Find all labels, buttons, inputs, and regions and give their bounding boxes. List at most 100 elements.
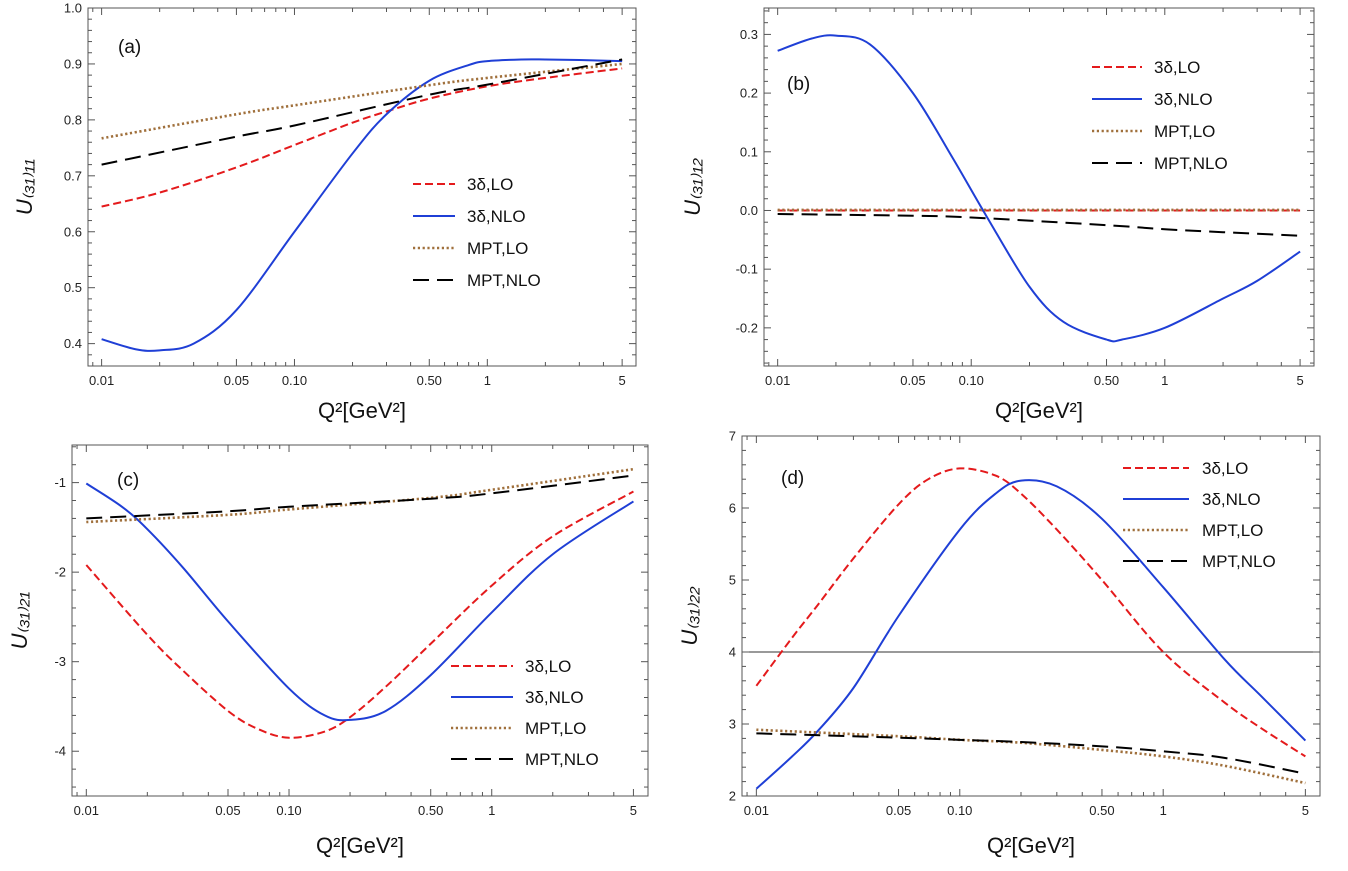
legend-label: MPT,LO bbox=[1202, 521, 1263, 540]
series-line-1 bbox=[777, 34, 1301, 343]
x-tick-label: 1 bbox=[1161, 373, 1168, 388]
y-axis-title: U₍₃₁₎₂₁ bbox=[7, 592, 32, 650]
panel-tag: (b) bbox=[787, 74, 810, 95]
plot-frame bbox=[87, 7, 637, 367]
series-line-0 bbox=[101, 67, 623, 208]
plot-frame bbox=[71, 444, 649, 797]
legend-label: 3δ,NLO bbox=[467, 207, 526, 226]
series-line-3 bbox=[86, 474, 634, 520]
legend-label: MPT,LO bbox=[525, 719, 586, 738]
y-tick-label: 0.2 bbox=[740, 86, 758, 101]
series-line-3 bbox=[777, 213, 1301, 237]
plot-frame bbox=[763, 7, 1315, 367]
legend: 3δ,LO 3δ,NLO MPT,LO MPT,NLO bbox=[1123, 459, 1276, 571]
y-tick-label: 0.5 bbox=[64, 280, 82, 295]
series-line-2 bbox=[86, 467, 634, 524]
x-tick-label: 0.01 bbox=[74, 803, 99, 818]
legend-label: MPT,NLO bbox=[1202, 552, 1276, 571]
x-tick-label: 0.10 bbox=[947, 803, 972, 818]
svg-text:U₍₃₁₎₁₁: U₍₃₁₎₁₁ bbox=[12, 159, 37, 215]
y-tick-label: 4 bbox=[729, 645, 736, 660]
x-tick-label: 0.10 bbox=[282, 373, 307, 388]
panel-b: 0.01 0.05 0.10 0.50 1 5 -0.2 -0.1 0.0 0.1 0.2 0.3 3δ… bbox=[680, 7, 1315, 423]
x-tick-label: 0.05 bbox=[215, 803, 240, 818]
x-tick-label: 0.05 bbox=[886, 803, 911, 818]
x-tick-label: 0.10 bbox=[276, 803, 301, 818]
legend-label: 3δ,NLO bbox=[525, 688, 584, 707]
y-tick-label: 0.8 bbox=[64, 112, 82, 127]
legend: 3δ,LO 3δ,NLO MPT,LO MPT,NLO bbox=[451, 657, 599, 769]
x-tick-label: 0.01 bbox=[765, 373, 790, 388]
series-line-1 bbox=[101, 58, 623, 352]
x-tick-label: 1 bbox=[1160, 803, 1167, 818]
x-tick-label: 0.05 bbox=[224, 373, 249, 388]
legend-label: MPT,NLO bbox=[525, 750, 599, 769]
y-tick-label: -1 bbox=[54, 475, 66, 490]
legend-label: 3δ,NLO bbox=[1154, 90, 1213, 109]
legend-label: 3δ,LO bbox=[467, 175, 513, 194]
y-tick-label: 3 bbox=[729, 717, 736, 732]
x-tick-label: 0.01 bbox=[744, 803, 769, 818]
y-tick-label: -2 bbox=[54, 565, 66, 580]
legend: 3δ,LO 3δ,NLO MPT,LO MPT,NLO bbox=[1092, 58, 1228, 173]
x-tick-label: 0.01 bbox=[89, 373, 114, 388]
y-tick-label: -4 bbox=[54, 744, 66, 759]
x-tick-label: 1 bbox=[488, 803, 495, 818]
legend-label: MPT,NLO bbox=[1154, 154, 1228, 173]
panel-tag: (c) bbox=[117, 470, 139, 491]
y-axis-title: U₍₃₁₎₁₂ bbox=[680, 158, 705, 216]
y-tick-label: 0.7 bbox=[64, 168, 82, 183]
series-line-2 bbox=[101, 62, 623, 140]
legend-label: MPT,LO bbox=[467, 239, 528, 258]
x-axis-title: Q²[GeV²] bbox=[316, 833, 404, 858]
series-line-1 bbox=[85, 482, 634, 722]
x-tick-label: 1 bbox=[484, 373, 491, 388]
panel-tag: (d) bbox=[781, 468, 804, 489]
x-tick-label: 0.10 bbox=[959, 373, 984, 388]
x-tick-label: 5 bbox=[619, 373, 626, 388]
y-axis-title: U₍₃₁₎₂₂ bbox=[677, 586, 702, 646]
x-tick-label: 0.50 bbox=[418, 803, 443, 818]
legend-label: MPT,LO bbox=[1154, 122, 1215, 141]
panel-d: 0.01 0.05 0.10 0.50 1 5 2 3 4 5 6 7 3δ,LO 3δ,NLO MPT,L… bbox=[677, 429, 1321, 858]
y-tick-label: 2 bbox=[729, 789, 736, 804]
series-line-2 bbox=[756, 728, 1306, 785]
y-tick-label: 5 bbox=[729, 573, 736, 588]
legend-label: 3δ,LO bbox=[525, 657, 571, 676]
series-line-3 bbox=[101, 58, 623, 166]
y-tick-label: 1.0 bbox=[64, 1, 82, 16]
svg-text:U₍₃₁₎₁₂: U₍₃₁₎₁₂ bbox=[680, 158, 705, 216]
panel-c: 0.01 0.05 0.10 0.50 1 5 -4 -3 -2 -1 3δ,LO 3δ,NLO MPT… bbox=[7, 444, 649, 858]
svg-text:U₍₃₁₎₂₁: U₍₃₁₎₂₁ bbox=[7, 592, 32, 650]
x-axis-title: Q²[GeV²] bbox=[318, 398, 406, 423]
panel-a: 0.01 0.05 0.10 0.50 1 5 0.4 0.5 0.6 0.7 0.8 0.9 1.0 3… bbox=[12, 1, 637, 423]
series-line-1 bbox=[755, 479, 1307, 790]
y-tick-label: 0.0 bbox=[740, 203, 758, 218]
x-tick-label: 0.05 bbox=[900, 373, 925, 388]
x-tick-label: 5 bbox=[1296, 373, 1303, 388]
x-tick-label: 5 bbox=[1302, 803, 1309, 818]
y-tick-label: 0.1 bbox=[740, 144, 758, 159]
y-axis-title: U₍₃₁₎₁₁ bbox=[12, 159, 37, 215]
legend-label: MPT,NLO bbox=[467, 271, 541, 290]
legend-label: 3δ,NLO bbox=[1202, 490, 1261, 509]
x-tick-label: 0.50 bbox=[1094, 373, 1119, 388]
y-tick-label: 0.6 bbox=[64, 224, 82, 239]
series-line-0 bbox=[755, 467, 1306, 758]
y-tick-label: -0.2 bbox=[736, 320, 758, 335]
y-tick-label: -0.1 bbox=[736, 262, 758, 277]
x-tick-label: 0.50 bbox=[417, 373, 442, 388]
y-tick-label: 0.3 bbox=[740, 27, 758, 42]
x-tick-label: 0.50 bbox=[1089, 803, 1114, 818]
plot-frame bbox=[741, 435, 1321, 797]
x-axis-title: Q²[GeV²] bbox=[995, 398, 1083, 423]
series-line-3 bbox=[756, 732, 1306, 775]
svg-text:U₍₃₁₎₂₂: U₍₃₁₎₂₂ bbox=[677, 586, 702, 646]
x-axis-title: Q²[GeV²] bbox=[987, 833, 1075, 858]
x-tick-label: 5 bbox=[630, 803, 637, 818]
y-tick-label: -3 bbox=[54, 654, 66, 669]
legend-label: 3δ,LO bbox=[1154, 58, 1200, 77]
legend-label: 3δ,LO bbox=[1202, 459, 1248, 478]
y-tick-label: 0.9 bbox=[64, 56, 82, 71]
